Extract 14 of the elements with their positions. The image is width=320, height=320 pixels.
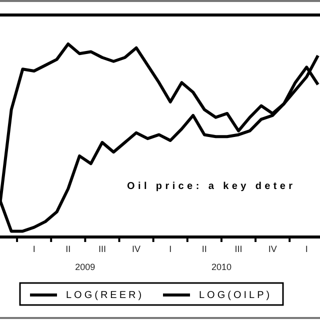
text: 2010 bbox=[211, 262, 232, 272]
x-tick-label: IV bbox=[132, 244, 141, 254]
x-tick-label: II bbox=[66, 244, 71, 254]
legend-label: LOG(REER) bbox=[66, 290, 144, 301]
x-tick-label: I bbox=[32, 244, 36, 254]
x-tick-label: III bbox=[234, 244, 242, 254]
x-tick-label: III bbox=[98, 244, 106, 254]
text: 2009 bbox=[75, 262, 96, 272]
annotation: Oil price: a key deter bbox=[127, 181, 296, 192]
x-tick-label: IV bbox=[268, 244, 277, 254]
legend-label: LOG(OILP) bbox=[199, 290, 272, 301]
x-tick-label: II bbox=[202, 244, 207, 254]
x-tick-label: I bbox=[305, 244, 308, 254]
x-tick-label: I bbox=[169, 244, 172, 254]
